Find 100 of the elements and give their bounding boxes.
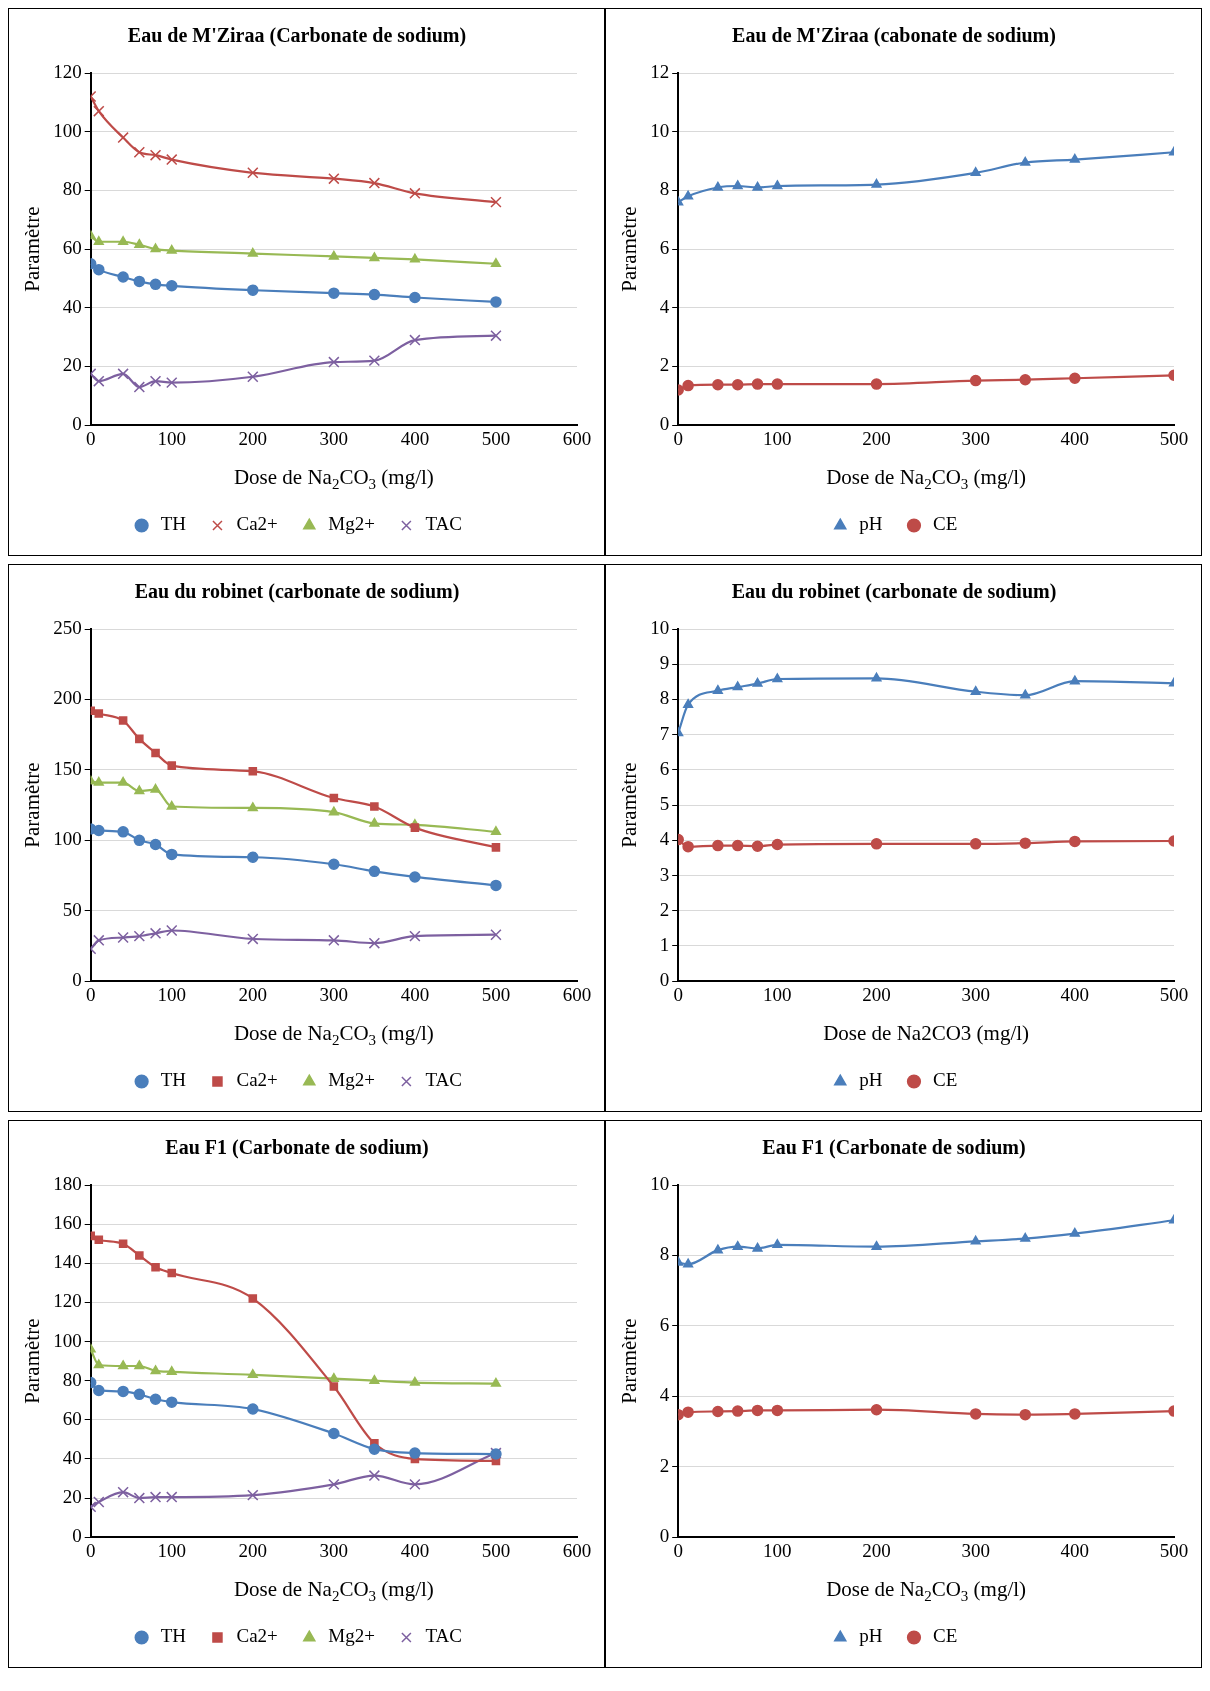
y-tick-label: 250 — [53, 616, 82, 638]
y-tick-label: 9 — [659, 652, 670, 674]
chart-title: Eau F1 (Carbonate de sodium) — [762, 1136, 1026, 1160]
y-tick-label: 0 — [72, 1525, 82, 1547]
x-tick-label: 300 — [961, 1539, 990, 1561]
x-tick-label: 600 — [562, 1539, 592, 1561]
x-tick-label: 200 — [862, 983, 891, 1005]
x-tick-label: 500 — [1159, 1539, 1189, 1561]
y-tick-label: 6 — [659, 1313, 670, 1335]
x-axis-title: Dose de Na2CO3 (mg/l) — [823, 1021, 1030, 1045]
y-tick-label: 150 — [53, 757, 82, 779]
x-tick-label: 500 — [481, 427, 511, 449]
x-tick-label: 200 — [238, 983, 268, 1005]
y-tick-label: 80 — [62, 178, 82, 200]
x-tick-label: 300 — [319, 983, 349, 1005]
x-tick-label: 300 — [961, 427, 990, 449]
legend-label: pH — [859, 1069, 883, 1091]
legend-label: Ca2+ — [236, 1625, 278, 1647]
y-tick-label: 0 — [659, 1525, 670, 1547]
x-tick-label: 200 — [238, 1539, 268, 1561]
x-tick-label: 100 — [763, 427, 792, 449]
y-tick-label: 100 — [53, 828, 82, 850]
legend-label: Mg2+ — [328, 1069, 375, 1091]
x-tick-label: 100 — [157, 427, 186, 449]
y-tick-label: 50 — [62, 898, 82, 920]
legend-label: TH — [160, 1625, 187, 1647]
legend-label: CE — [932, 513, 958, 535]
y-tick-label: 4 — [659, 1384, 670, 1406]
legend-label: pH — [859, 513, 883, 535]
legend-label: TAC — [425, 1069, 462, 1091]
y-tick-label: 4 — [659, 295, 670, 317]
x-tick-label: 300 — [961, 983, 990, 1005]
y-tick-label: 2 — [659, 898, 670, 920]
x-tick-label: 400 — [1060, 983, 1090, 1005]
legend-label: TH — [160, 513, 187, 535]
y-axis-title: Paramètre — [617, 1318, 642, 1404]
y-tick-label: 160 — [53, 1212, 82, 1234]
y-tick-label: 12 — [650, 60, 670, 82]
y-tick-label: 6 — [659, 757, 670, 779]
y-tick-label: 40 — [62, 1446, 82, 1468]
y-tick-label: 2 — [659, 1454, 670, 1476]
y-axis-title: Paramètre — [20, 1318, 45, 1404]
chart-title: Eau de M'Ziraa (Carbonate de sodium) — [127, 24, 467, 48]
x-tick-label: 100 — [157, 983, 186, 1005]
y-tick-label: 4 — [659, 828, 670, 850]
y-axis-title: Paramètre — [20, 762, 45, 848]
x-tick-label: 100 — [763, 983, 792, 1005]
y-tick-label: 0 — [72, 969, 82, 991]
y-tick-label: 8 — [659, 687, 670, 709]
y-tick-label: 60 — [62, 1407, 82, 1429]
y-tick-label: 20 — [62, 1486, 82, 1508]
y-tick-label: 140 — [53, 1251, 82, 1273]
legend-label: CE — [932, 1625, 958, 1647]
x-tick-label: 600 — [562, 983, 592, 1005]
x-tick-label: 200 — [862, 427, 891, 449]
legend-label: Mg2+ — [328, 1625, 375, 1647]
chart-title: Eau du robinet (carbonate de sodium) — [134, 580, 460, 604]
legend-label: Ca2+ — [236, 1069, 278, 1091]
x-tick-label: 100 — [157, 1539, 186, 1561]
y-axis-title: Paramètre — [617, 206, 642, 292]
y-tick-label: 3 — [659, 863, 670, 885]
y-tick-label: 10 — [650, 1172, 670, 1194]
legend-label: CE — [932, 1069, 958, 1091]
y-tick-label: 100 — [53, 1329, 82, 1351]
x-tick-label: 200 — [238, 427, 268, 449]
x-tick-label: 500 — [1159, 983, 1189, 1005]
y-tick-label: 10 — [650, 616, 670, 638]
chart-title: Eau du robinet (carbonate de sodium) — [731, 580, 1057, 604]
x-tick-label: 100 — [763, 1539, 792, 1561]
x-tick-label: 300 — [319, 427, 349, 449]
legend-label: TAC — [425, 513, 462, 535]
y-tick-label: 120 — [53, 60, 82, 82]
x-tick-label: 400 — [1060, 427, 1090, 449]
y-tick-label: 100 — [53, 119, 82, 141]
x-tick-label: 200 — [862, 1539, 891, 1561]
y-tick-label: 40 — [62, 295, 82, 317]
x-tick-label: 300 — [319, 1539, 349, 1561]
y-tick-label: 0 — [659, 969, 670, 991]
y-tick-label: 80 — [62, 1368, 82, 1390]
y-axis-title: Paramètre — [20, 206, 45, 292]
y-axis-title: Paramètre — [617, 762, 642, 848]
legend-label: Mg2+ — [328, 513, 375, 535]
y-tick-label: 7 — [659, 722, 670, 744]
y-tick-label: 10 — [650, 119, 670, 141]
y-tick-label: 5 — [659, 793, 670, 815]
x-tick-label: 500 — [481, 1539, 511, 1561]
y-tick-label: 180 — [53, 1172, 82, 1194]
legend-label: TAC — [425, 1625, 462, 1647]
y-tick-label: 8 — [659, 178, 670, 200]
legend-label: TH — [160, 1069, 187, 1091]
y-tick-label: 6 — [659, 237, 670, 259]
y-tick-label: 0 — [72, 413, 82, 435]
y-tick-label: 8 — [659, 1243, 670, 1265]
y-tick-label: 120 — [53, 1290, 82, 1312]
y-tick-label: 200 — [53, 687, 82, 709]
y-tick-label: 0 — [659, 413, 670, 435]
y-tick-label: 1 — [659, 933, 670, 955]
y-tick-label: 20 — [62, 354, 82, 376]
x-tick-label: 400 — [400, 427, 430, 449]
x-tick-label: 500 — [481, 983, 511, 1005]
